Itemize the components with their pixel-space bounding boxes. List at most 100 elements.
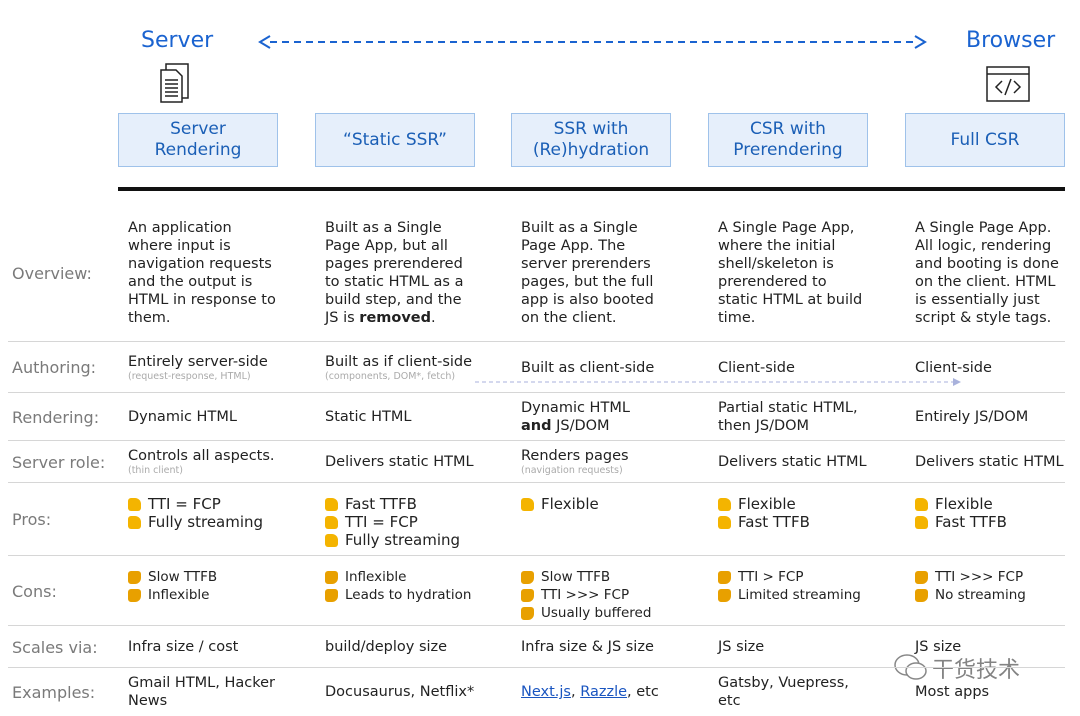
row-separator bbox=[8, 625, 1065, 626]
cell-text: Delivers static HTML bbox=[915, 454, 1064, 470]
row-separator bbox=[8, 667, 1065, 668]
item-text: TTI = FCP bbox=[148, 495, 221, 513]
column-header: SSR with (Re)hydration bbox=[511, 113, 671, 167]
cell-text: Entirely server-side bbox=[128, 353, 268, 370]
list-item: No streaming bbox=[915, 586, 1065, 604]
thumbs-up-icon bbox=[521, 497, 534, 511]
list-item: Flexible bbox=[718, 495, 868, 513]
cell-text: Entirely JS/DOM bbox=[915, 409, 1029, 425]
cell: Built as a Single Page App, but all page… bbox=[325, 205, 475, 341]
cell-text: Dynamic HTML and JS/DOM bbox=[521, 399, 671, 435]
heavy-rule bbox=[118, 187, 1065, 191]
cell-text: JS size bbox=[915, 639, 962, 655]
list-item: TTI >>> FCP bbox=[915, 568, 1065, 586]
item-text: Leads to hydration bbox=[345, 587, 472, 603]
item-text: Usually buffered bbox=[541, 605, 652, 621]
cell: Delivers static HTML bbox=[718, 441, 868, 483]
cell-text: An application where input is navigation… bbox=[128, 220, 276, 326]
list-item: TTI = FCP bbox=[128, 495, 278, 513]
cell: Next.js, Razzle, etc bbox=[521, 668, 671, 716]
link[interactable]: Next.js bbox=[521, 684, 571, 700]
cell: Client-side bbox=[718, 342, 868, 393]
header-graphics bbox=[118, 35, 1065, 191]
cell-text: JS size bbox=[718, 639, 765, 655]
thumbs-down-icon bbox=[325, 570, 338, 584]
cell: Docusaurus, Netflix* bbox=[325, 668, 475, 716]
thumbs-up-icon bbox=[325, 533, 338, 547]
cell-text: Most apps bbox=[915, 684, 990, 700]
thumbs-down-icon bbox=[718, 570, 731, 584]
cell: Delivers static HTML bbox=[325, 441, 475, 483]
cell-text: Controls all aspects. bbox=[128, 448, 275, 464]
cell-text: Built as client-side bbox=[521, 359, 655, 376]
cell-text: Client-side bbox=[718, 359, 795, 376]
item-text: Limited streaming bbox=[738, 587, 861, 603]
item-text: Inflexible bbox=[345, 569, 407, 585]
row-separator bbox=[8, 392, 1065, 393]
text-run: Dynamic HTML bbox=[521, 400, 630, 416]
cell: Slow TTFB Inflexible bbox=[128, 556, 278, 626]
row-label: Rendering: bbox=[12, 407, 100, 427]
browser-icon bbox=[986, 66, 1030, 102]
item-text: Fast TTFB bbox=[935, 513, 1007, 531]
cell: Client-side bbox=[915, 342, 1065, 393]
cell-text: Built as a Single Page App. The server p… bbox=[521, 220, 654, 326]
text-run: JS/DOM bbox=[551, 418, 610, 434]
thumbs-up-icon bbox=[718, 497, 731, 511]
row-label: Server role: bbox=[12, 452, 106, 472]
list-item: Fully streaming bbox=[325, 531, 475, 549]
arrow-head bbox=[953, 378, 961, 386]
item-text: Flexible bbox=[541, 495, 599, 513]
cell-note: (components, DOM*, fetch) bbox=[325, 370, 456, 382]
column-header: Server Rendering bbox=[118, 113, 278, 167]
cell: JS size bbox=[718, 626, 868, 668]
row-label: Authoring: bbox=[12, 358, 96, 377]
list-item: Fast TTFB bbox=[325, 495, 475, 513]
thumbs-down-icon bbox=[521, 570, 534, 584]
cell-text: Renders pages bbox=[521, 448, 629, 464]
authoring-arrow bbox=[475, 378, 961, 386]
thumbs-down-icon bbox=[325, 588, 338, 602]
list-item: Fast TTFB bbox=[915, 513, 1065, 531]
cell-text: Infra size & JS size bbox=[521, 639, 654, 655]
item-text: TTI >>> FCP bbox=[541, 587, 630, 603]
cell-text: A Single Page App, where the initial she… bbox=[718, 220, 863, 326]
column-header: Full CSR bbox=[905, 113, 1065, 167]
cell: Dynamic HTML and JS/DOM bbox=[521, 393, 671, 441]
thumbs-up-icon bbox=[915, 497, 928, 511]
cell: JS size bbox=[915, 626, 1065, 668]
cell: Renders pages (navigation requests) bbox=[521, 441, 671, 483]
thumbs-down-icon bbox=[915, 588, 928, 602]
list-item: Inflexible bbox=[128, 586, 278, 604]
list-item: Leads to hydration bbox=[325, 586, 475, 604]
thumbs-down-icon bbox=[718, 588, 731, 602]
cell-text: Built as a Single Page App, but all page… bbox=[325, 219, 475, 327]
item-text: TTI > FCP bbox=[738, 569, 804, 585]
cell: Slow TTFB TTI >>> FCP Usually buffered bbox=[521, 556, 671, 626]
row-label: Overview: bbox=[12, 263, 92, 283]
cell: TTI >>> FCP No streaming bbox=[915, 556, 1065, 626]
item-text: TTI = FCP bbox=[345, 513, 418, 531]
cell-text: Next.js, Razzle, etc bbox=[521, 683, 671, 701]
browser-label: Browser bbox=[966, 28, 1056, 53]
cell: Fast TTFB TTI = FCP Fully streaming bbox=[325, 483, 475, 556]
thumbs-down-icon bbox=[521, 588, 534, 602]
cell-text: Gmail HTML, Hacker News bbox=[128, 675, 276, 709]
document-icon bbox=[160, 63, 189, 103]
cell: Controls all aspects. (thin client) bbox=[128, 441, 278, 483]
row-label: Examples: bbox=[12, 682, 96, 702]
thumbs-down-icon bbox=[915, 570, 928, 584]
thumbs-up-icon bbox=[718, 515, 731, 529]
cell: Partial static HTML, then JS/DOM bbox=[718, 393, 868, 441]
item-text: No streaming bbox=[935, 587, 1026, 603]
column-header: “Static SSR” bbox=[315, 113, 475, 167]
cell: A Single Page App, where the initial she… bbox=[718, 205, 868, 341]
cell: Flexible Fast TTFB bbox=[718, 483, 868, 556]
cell: Flexible bbox=[521, 483, 671, 556]
thumbs-up-icon bbox=[325, 515, 338, 529]
cell: A Single Page App. All logic, rendering … bbox=[915, 205, 1065, 341]
cell: Built as if client-side (components, DOM*… bbox=[325, 342, 475, 393]
link[interactable]: Razzle bbox=[580, 684, 628, 700]
row-label: Scales via: bbox=[12, 637, 98, 657]
item-text: Fast TTFB bbox=[738, 513, 810, 531]
